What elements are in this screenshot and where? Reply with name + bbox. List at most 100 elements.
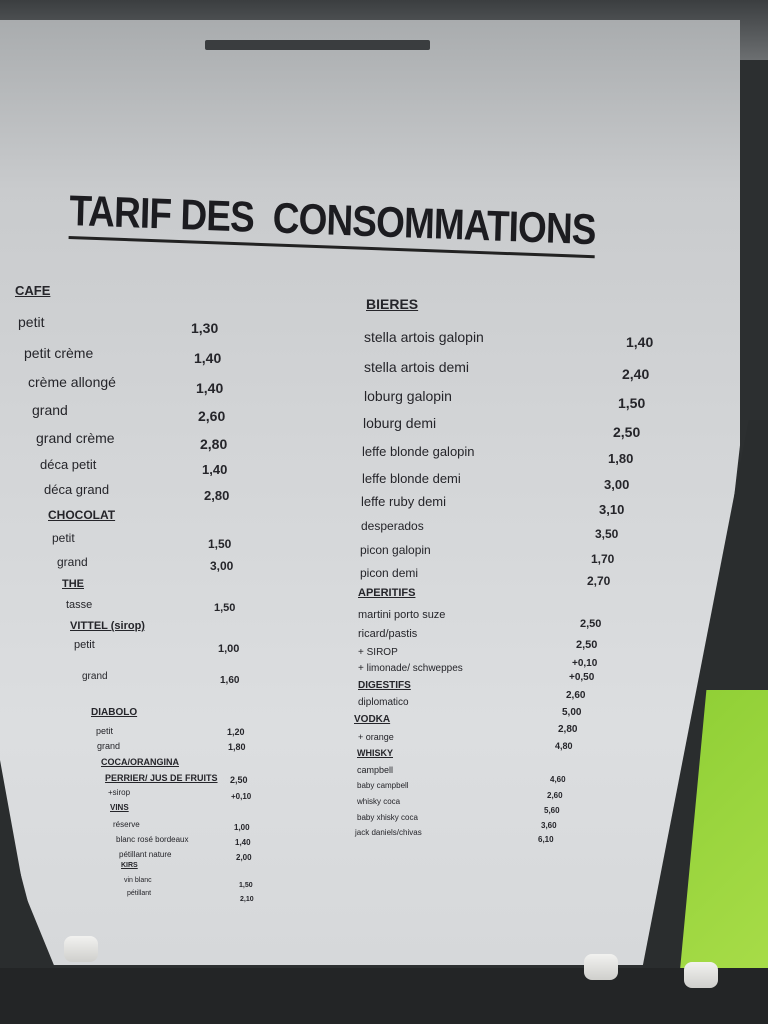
menu-item-price: 1,70 xyxy=(591,552,615,566)
section-heading: VINS xyxy=(110,803,129,812)
menu-item-price: 1,40 xyxy=(202,462,228,477)
menu-item-price: 1,40 xyxy=(196,380,224,396)
menu-item-label: picon demi xyxy=(360,566,419,580)
menu-item-price: +0,10 xyxy=(231,792,252,801)
menu-item-price: 2,80 xyxy=(200,436,228,452)
menu-item-price: 1,40 xyxy=(235,838,251,847)
menu-item-price: 1,50 xyxy=(208,537,232,551)
menu-item-price: 2,10 xyxy=(240,896,254,903)
section-heading: PERRIER/ JUS DE FRUITS xyxy=(105,773,218,783)
menu-item-price: 4,60 xyxy=(550,775,566,784)
menu-item-price: 3,60 xyxy=(541,821,557,830)
menu-item-price: 2,50 xyxy=(580,618,602,630)
clip-icon xyxy=(584,954,618,980)
section-heading: CHOCOLAT xyxy=(48,508,116,522)
menu-item-label: leffe blonde demi xyxy=(362,471,461,486)
menu-item-label: réserve xyxy=(113,820,140,829)
menu-item-label: martini porto suze xyxy=(358,609,446,621)
menu-item-label: petit crème xyxy=(24,345,94,361)
menu-item-label: campbell xyxy=(357,765,394,775)
menu-item-label: baby campbell xyxy=(357,781,409,790)
menu-item-label: grand xyxy=(32,402,68,418)
menu-item-price: 1,60 xyxy=(220,675,240,686)
menu-item-label: jack daniels/chivas xyxy=(355,828,422,837)
menu-item-price: +0,50 xyxy=(569,672,595,683)
menu-item-label: picon galopin xyxy=(360,543,431,557)
menu-item-price: 2,80 xyxy=(558,724,578,735)
menu-item-price: 2,50 xyxy=(613,424,641,440)
menu-item-label: loburg galopin xyxy=(364,388,452,404)
menu-item-price: 1,50 xyxy=(239,882,253,889)
section-heading: APERITIFS xyxy=(358,587,416,599)
menu-item-price: 2,60 xyxy=(198,408,226,424)
menu-item-label: grand xyxy=(82,671,108,682)
frame-slot xyxy=(205,40,430,50)
menu-item-price: 2,70 xyxy=(587,574,611,588)
menu-item-price: 1,40 xyxy=(194,350,222,366)
section-heading: VODKA xyxy=(354,714,391,725)
menu-item-price: 1,80 xyxy=(228,742,246,752)
menu-item-label: ricard/pastis xyxy=(358,628,418,640)
menu-item-price: 2,50 xyxy=(230,775,248,785)
menu-item-label: stella artois demi xyxy=(364,359,470,375)
menu-item-label: grand xyxy=(57,555,88,569)
section-heading: DIGESTIFS xyxy=(358,680,411,691)
section-heading: THE xyxy=(62,578,84,590)
menu-item-price: 3,50 xyxy=(595,527,619,541)
menu-item-price: 1,80 xyxy=(608,451,634,466)
menu-item-label: grand crème xyxy=(36,430,115,446)
section-heading: COCA/ORANGINA xyxy=(101,757,179,767)
section-heading: CAFE xyxy=(15,283,51,298)
menu-item-price: 2,00 xyxy=(236,853,252,862)
menu-item-label: leffe ruby demi xyxy=(361,494,447,509)
menu-item-price: 1,50 xyxy=(618,395,646,411)
menu-item-label: petit xyxy=(52,531,75,545)
menu-item-label: blanc rosé bordeaux xyxy=(116,835,189,844)
display-frame-bottom xyxy=(0,968,768,1024)
menu-item-price: +0,10 xyxy=(572,658,598,669)
clip-icon xyxy=(64,936,98,962)
menu-item-label: baby xhisky coca xyxy=(357,813,418,822)
menu-item-price: 2,60 xyxy=(566,690,586,701)
menu-item-price: 5,00 xyxy=(562,707,582,718)
menu-item-label: pétillant xyxy=(127,890,152,897)
menu-item-label: + SIROP xyxy=(358,647,398,658)
menu-item-label: déca grand xyxy=(44,482,110,497)
menu-item-label: pétillant nature xyxy=(119,850,172,859)
menu-item-price: 1,50 xyxy=(214,602,236,614)
menu-item-price: 1,20 xyxy=(227,727,245,737)
menu-item-label: +sirop xyxy=(108,788,131,797)
menu-item-price: 3,00 xyxy=(210,559,234,573)
menu-item-price: 2,80 xyxy=(204,488,230,503)
section-heading: BIERES xyxy=(366,296,419,312)
menu-item-price: 2,60 xyxy=(547,791,563,800)
menu-item-price: 2,40 xyxy=(622,366,650,382)
menu-item-price: 1,00 xyxy=(234,823,250,832)
menu-item-label: crème allongé xyxy=(28,374,116,390)
section-heading: KIRS xyxy=(121,862,138,869)
menu-item-label: tasse xyxy=(66,599,93,611)
menu-item-label: loburg demi xyxy=(363,415,437,431)
menu-item-label: petit xyxy=(96,726,114,736)
menu-item-price: 6,10 xyxy=(538,835,554,844)
menu-item-price: 1,00 xyxy=(218,643,240,655)
clip-icon xyxy=(684,962,718,988)
menu-item-label: + orange xyxy=(358,732,394,742)
menu-item-price: 4,80 xyxy=(555,741,573,751)
section-heading: VITTEL (sirop) xyxy=(70,620,145,632)
menu-item-label: desperados xyxy=(361,519,424,533)
menu-item-price: 3,10 xyxy=(599,502,625,517)
section-heading: WHISKY xyxy=(357,748,393,758)
menu-item-price: 5,60 xyxy=(544,806,560,815)
menu-item-label: déca petit xyxy=(40,457,97,472)
menu-item-label: petit xyxy=(74,639,95,651)
section-heading: DIABOLO xyxy=(91,707,138,718)
menu-item-label: grand xyxy=(97,741,121,751)
menu-item-label: leffe blonde galopin xyxy=(362,444,475,459)
menu-item-label: stella artois galopin xyxy=(364,329,484,345)
menu-item-label: whisky coca xyxy=(357,797,401,806)
menu-item-label: petit xyxy=(18,314,45,330)
menu-item-price: 1,40 xyxy=(626,334,654,350)
menu-item-label: diplomatico xyxy=(358,697,409,708)
menu-item-price: 3,00 xyxy=(604,477,630,492)
